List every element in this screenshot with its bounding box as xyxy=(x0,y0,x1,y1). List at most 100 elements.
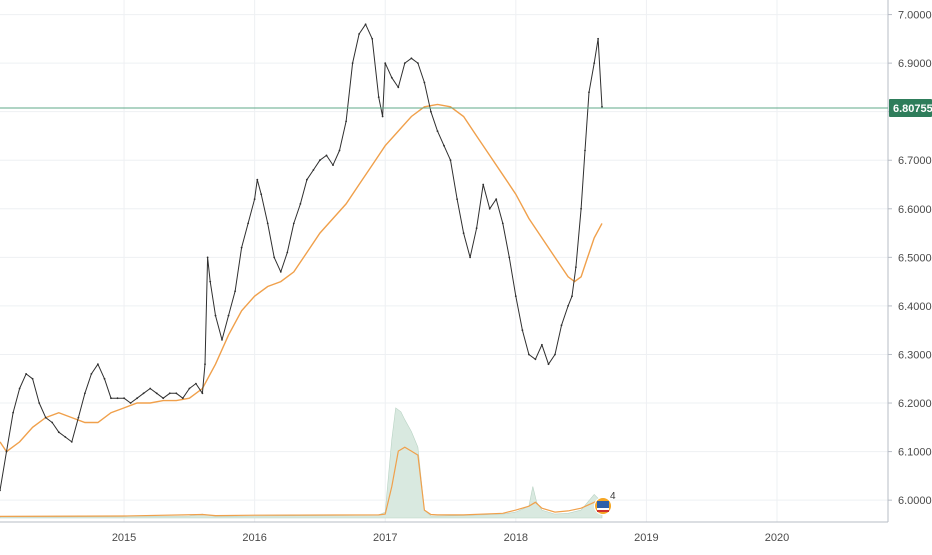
price-point xyxy=(319,159,321,162)
x-tick-label: 2017 xyxy=(373,532,397,544)
x-tick-label: 2018 xyxy=(504,532,528,544)
price-point xyxy=(358,33,360,35)
price-point xyxy=(423,81,426,84)
price-point xyxy=(77,416,80,419)
price-point xyxy=(397,86,400,89)
price-point xyxy=(462,232,465,235)
price-point xyxy=(260,193,263,196)
price-point xyxy=(292,222,295,225)
flag-canton-icon xyxy=(597,501,610,508)
price-point xyxy=(136,397,139,400)
price-point xyxy=(266,222,269,225)
price-point xyxy=(209,280,212,283)
price-point xyxy=(12,411,15,414)
event-badge-count: 4 xyxy=(610,491,616,502)
price-point xyxy=(70,441,73,443)
price-point xyxy=(299,203,302,205)
x-tick-label: 2015 xyxy=(112,532,136,544)
price-point xyxy=(279,271,282,273)
y-tick-label: 6.60000 xyxy=(898,204,932,216)
price-point xyxy=(384,62,387,64)
price-point xyxy=(204,363,206,366)
price-point xyxy=(123,397,125,400)
price-point xyxy=(38,402,41,404)
price-point xyxy=(580,207,582,210)
price-point xyxy=(436,130,439,133)
price-point xyxy=(142,392,145,395)
price-point xyxy=(371,37,374,40)
price-point xyxy=(256,178,259,181)
y-tick-label: 6.10000 xyxy=(898,447,932,459)
price-point xyxy=(31,377,34,380)
price-point xyxy=(195,382,197,385)
price-point xyxy=(521,329,524,332)
y-tick-label: 6.90000 xyxy=(898,58,932,70)
price-point xyxy=(567,305,569,307)
price-point xyxy=(501,222,504,225)
price-point xyxy=(534,358,537,361)
price-point xyxy=(475,227,478,230)
price-point xyxy=(155,392,158,395)
price-point xyxy=(25,373,27,375)
series-layer xyxy=(0,23,603,492)
price-point xyxy=(469,256,471,259)
flag-stripe-icon xyxy=(597,510,610,512)
price-point xyxy=(312,169,315,171)
price-point xyxy=(188,387,191,390)
price-point xyxy=(601,105,603,108)
x-tick-label: 2019 xyxy=(634,532,658,544)
price-point xyxy=(90,373,93,375)
flag-stripe-icon xyxy=(597,508,610,510)
price-point xyxy=(0,489,1,492)
price-point xyxy=(5,450,8,453)
price-point xyxy=(514,295,517,298)
price-point xyxy=(495,198,498,201)
price-point xyxy=(221,339,223,341)
price-point xyxy=(443,144,445,147)
price-point xyxy=(247,222,250,225)
x-tick-label: 2020 xyxy=(765,532,789,544)
price-point xyxy=(403,62,406,64)
price-point xyxy=(584,149,586,152)
price-point xyxy=(482,183,485,186)
y-tick-label: 6.00000 xyxy=(898,495,932,507)
price-point xyxy=(149,387,152,390)
price-point xyxy=(554,353,556,356)
price-point xyxy=(381,115,384,118)
last-price-tag[interactable] xyxy=(889,99,932,118)
price-point xyxy=(351,62,354,64)
price-point xyxy=(593,62,596,64)
price-point xyxy=(338,149,341,152)
price-point xyxy=(227,314,230,317)
price-point xyxy=(18,387,21,390)
price-point xyxy=(181,397,184,400)
price-point xyxy=(449,159,452,162)
volume-ma-line xyxy=(0,446,603,517)
price-point xyxy=(84,392,86,395)
event-badge[interactable]: 4 xyxy=(594,491,617,515)
price-point xyxy=(51,421,54,424)
price-point xyxy=(547,363,550,366)
y-tick-label: 6.70000 xyxy=(898,155,932,167)
price-point xyxy=(575,266,577,268)
price-point xyxy=(206,256,209,259)
y-tick-label: 6.50000 xyxy=(898,252,932,264)
y-tick-label: 6.40000 xyxy=(898,301,932,313)
y-tick-label: 6.30000 xyxy=(898,349,932,361)
price-point xyxy=(417,62,419,64)
price-point xyxy=(44,416,47,419)
price-point xyxy=(332,164,334,167)
price-point xyxy=(560,324,563,327)
price-point xyxy=(240,246,243,249)
price-line xyxy=(0,23,603,491)
price-point xyxy=(129,402,132,404)
price-point xyxy=(364,23,367,26)
volume-area xyxy=(0,407,603,519)
last-price-label: 6.80755 xyxy=(893,103,932,115)
last-price-marker[interactable]: 6.80755 xyxy=(0,99,932,118)
price-point xyxy=(253,198,256,201)
price-point xyxy=(286,251,289,254)
price-point xyxy=(345,120,347,123)
